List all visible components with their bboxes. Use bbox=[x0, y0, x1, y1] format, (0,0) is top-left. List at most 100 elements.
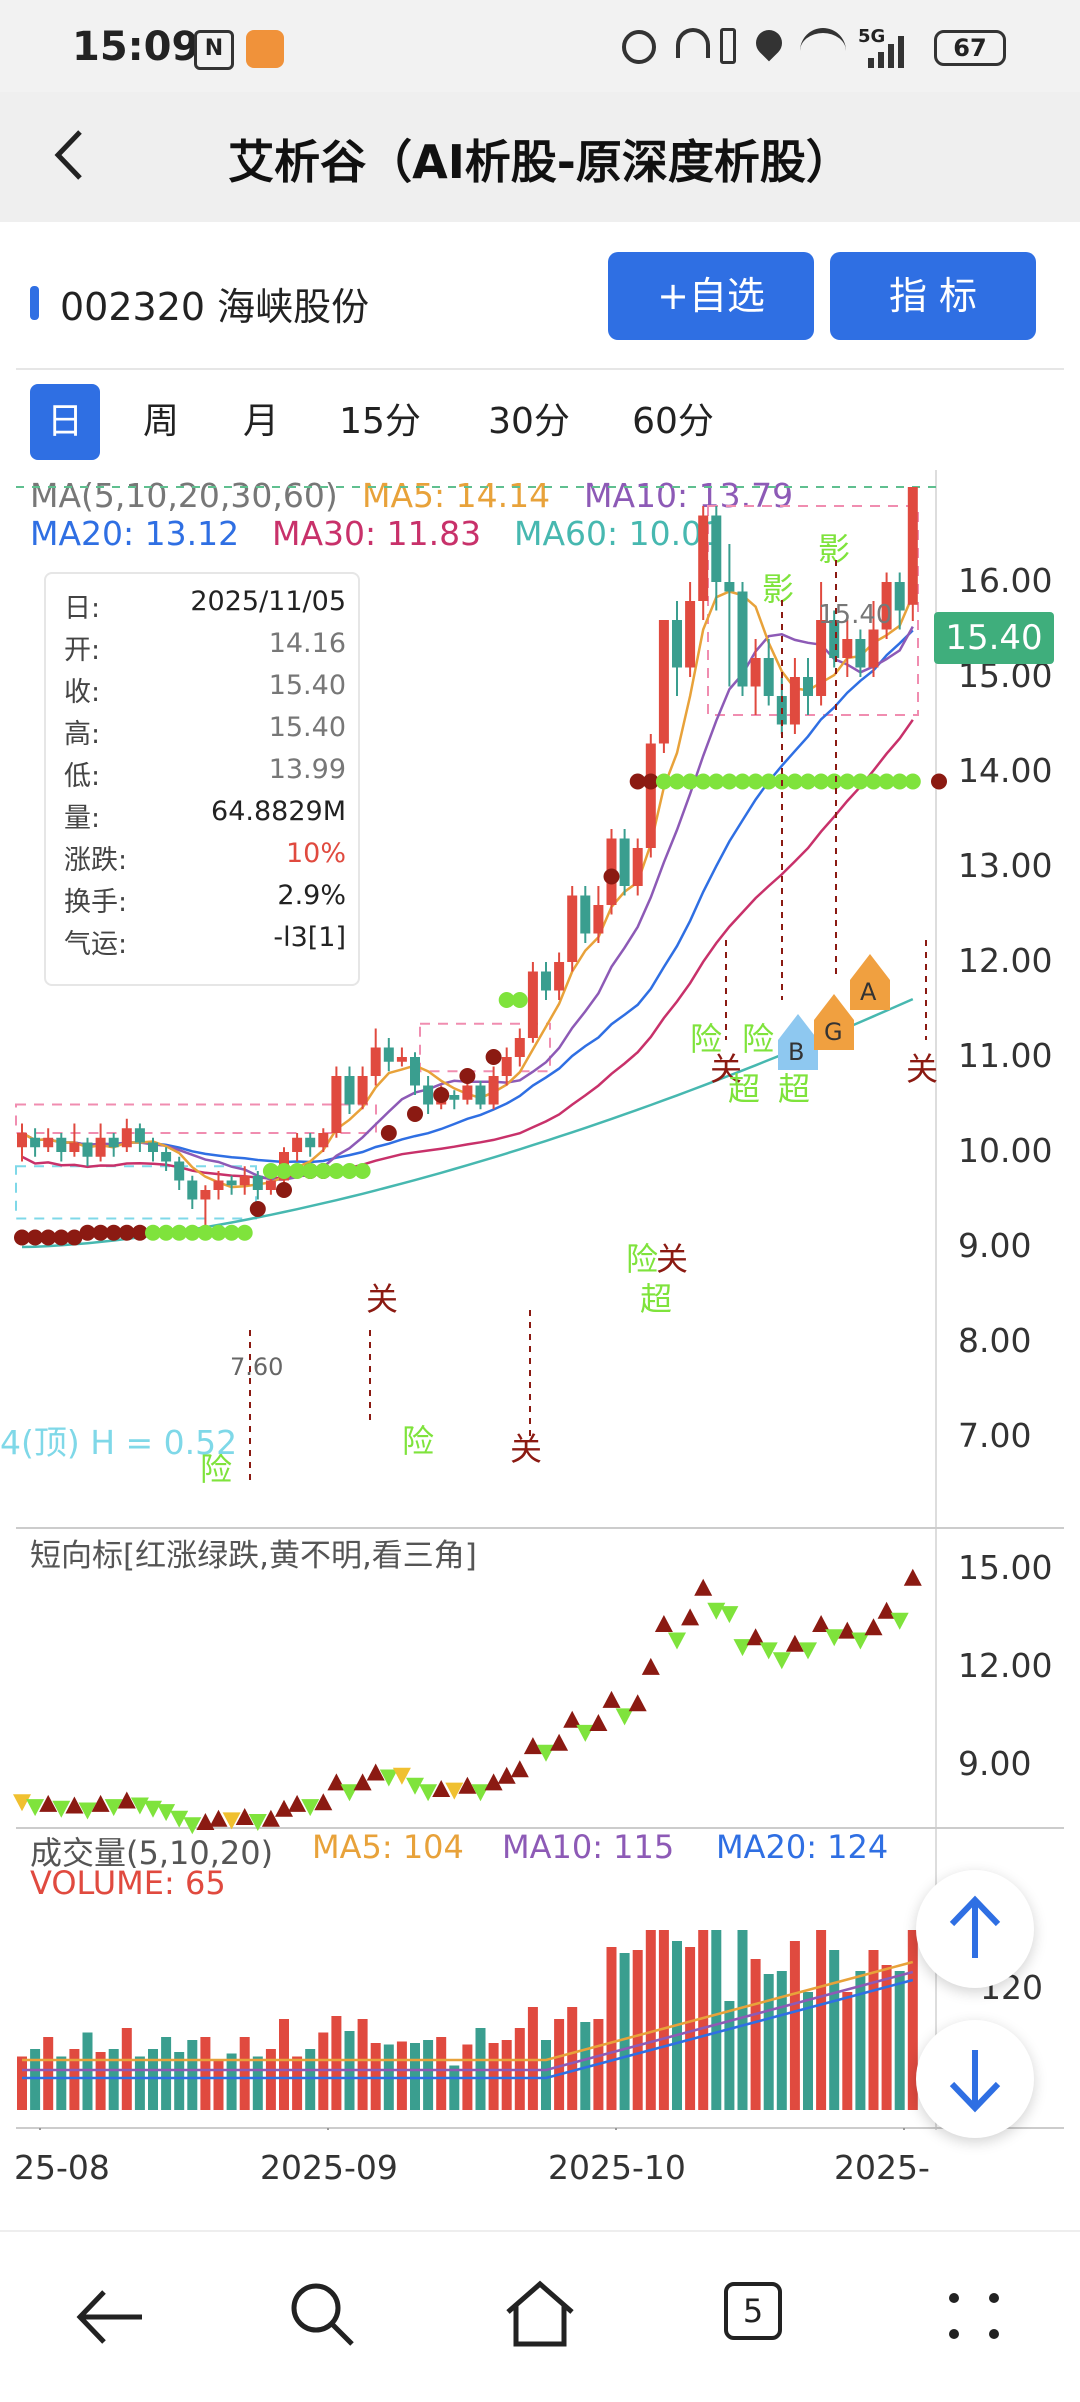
candle-body bbox=[514, 1038, 525, 1057]
signal-dot-red bbox=[603, 868, 620, 885]
tab-15min[interactable]: 15分 bbox=[339, 401, 421, 442]
volume-bar bbox=[95, 2052, 106, 2110]
volume-bar bbox=[658, 1930, 669, 2110]
short-triangle-up bbox=[641, 1657, 660, 1675]
volume-bar bbox=[43, 2037, 54, 2110]
short-triangle-down bbox=[419, 1784, 438, 1802]
candle-body bbox=[462, 1085, 473, 1100]
short-triangle-up bbox=[261, 1809, 280, 1827]
chao-label: 超 bbox=[728, 1070, 760, 1108]
volume-bar bbox=[907, 1930, 918, 2110]
last-price-value: 15.40 bbox=[945, 618, 1043, 658]
volume-bar bbox=[881, 1965, 892, 2110]
signal-dot-green bbox=[498, 992, 515, 1008]
price-tick: 12.00 bbox=[958, 941, 1053, 980]
signal-dot-green bbox=[826, 773, 843, 790]
short-triangle-up bbox=[327, 1773, 346, 1791]
signal-dot-green bbox=[354, 1163, 371, 1179]
g-marker bbox=[814, 994, 854, 1050]
app-badge-icon bbox=[246, 30, 284, 68]
candle-body bbox=[148, 1142, 158, 1152]
signal-dot-red bbox=[66, 1229, 83, 1246]
signal-dot-red bbox=[79, 1224, 96, 1241]
tab-60min[interactable]: 60分 bbox=[632, 401, 714, 442]
xian-label: 险 bbox=[200, 1450, 232, 1488]
tab-week[interactable]: 周 bbox=[142, 401, 179, 442]
signal-dot-green bbox=[145, 1224, 161, 1241]
xian-label: 险 bbox=[742, 1020, 774, 1058]
volume-bar bbox=[724, 2001, 735, 2110]
short-triangle-down bbox=[13, 1794, 31, 1812]
price-tick: 16.00 bbox=[958, 561, 1053, 600]
short-triangle-down bbox=[52, 1800, 71, 1818]
candle-body bbox=[567, 895, 578, 962]
short-triangle-down bbox=[825, 1629, 844, 1647]
signal-dot-red bbox=[433, 1087, 450, 1103]
candle-body bbox=[161, 1152, 172, 1162]
b-marker-label: B bbox=[788, 1038, 804, 1066]
volume-bar bbox=[567, 2007, 578, 2110]
signal-dot-green bbox=[682, 773, 699, 790]
tab-30min[interactable]: 30分 bbox=[488, 401, 570, 442]
volume-bar bbox=[685, 1947, 696, 2110]
home-icon[interactable] bbox=[500, 2276, 580, 2352]
candle-body bbox=[134, 1128, 145, 1143]
add-watchlist-button[interactable]: +自选 bbox=[608, 252, 814, 340]
candle-body bbox=[488, 1076, 499, 1105]
last-price-tag: 15.40 bbox=[934, 612, 1054, 664]
tab-day[interactable]: 日 bbox=[30, 384, 100, 460]
signal-dot-red bbox=[53, 1229, 70, 1246]
volume-bar bbox=[698, 1930, 709, 2110]
scroll-up-button[interactable] bbox=[916, 1870, 1034, 1988]
chevron-left-icon[interactable] bbox=[36, 120, 106, 190]
candle-body bbox=[632, 848, 643, 886]
info-row-change: 涨跌: 10% bbox=[64, 838, 346, 876]
short-triangle-up bbox=[602, 1690, 621, 1708]
volume-ma10-line bbox=[22, 1970, 914, 2072]
volume-bar bbox=[750, 1959, 761, 2110]
search-icon[interactable] bbox=[284, 2276, 360, 2352]
short-triangle-down bbox=[576, 1724, 595, 1742]
candle-body bbox=[265, 1180, 276, 1190]
tabs-count-button[interactable]: 5 bbox=[724, 2282, 782, 2340]
short-triangle-down bbox=[392, 1767, 411, 1785]
short-triangle-up bbox=[288, 1794, 307, 1812]
signal-dot-green bbox=[669, 773, 685, 790]
short-triangle-up bbox=[877, 1601, 896, 1619]
short-triangle-up bbox=[694, 1578, 713, 1596]
candle-body bbox=[750, 658, 761, 687]
short-triangle-up bbox=[563, 1710, 582, 1728]
candle-body bbox=[894, 582, 905, 611]
back-arrow-icon[interactable] bbox=[70, 2282, 150, 2352]
indicator-button[interactable]: 指 标 bbox=[830, 252, 1036, 340]
ying-label: 影 bbox=[762, 570, 794, 608]
candle-body bbox=[82, 1142, 93, 1157]
info-row-low: 低: 13.99 bbox=[64, 754, 346, 792]
candle-body bbox=[410, 1057, 420, 1086]
scroll-down-button[interactable] bbox=[916, 2020, 1034, 2138]
signal-dot-green bbox=[276, 1163, 292, 1179]
b-marker bbox=[778, 1014, 818, 1070]
tab-month[interactable]: 月 bbox=[242, 401, 279, 442]
info-row-open: 开: 14.16 bbox=[64, 628, 346, 666]
volume-bar bbox=[265, 2049, 276, 2110]
volume-bar bbox=[252, 2056, 263, 2110]
signal-dot-green bbox=[695, 773, 712, 790]
candle-body bbox=[763, 658, 774, 696]
short-triangle-up bbox=[589, 1714, 608, 1731]
short-panel-title: 短向标[红涨绿跌,黄不明,看三角] bbox=[30, 1538, 477, 1574]
signal-dot-red bbox=[105, 1224, 122, 1241]
candle-body bbox=[619, 838, 630, 886]
guan-label: 关 bbox=[656, 1240, 688, 1278]
status-time: 15:09 bbox=[72, 24, 200, 70]
candle-body bbox=[318, 1133, 329, 1148]
tabs-count: 5 bbox=[742, 2292, 764, 2330]
dots-menu-icon[interactable] bbox=[940, 2286, 1010, 2346]
arrow-down-icon bbox=[949, 2050, 1001, 2113]
candle-body bbox=[829, 620, 840, 658]
volume-bar bbox=[501, 2040, 512, 2110]
signal-dot-green bbox=[171, 1224, 188, 1241]
signal-dot-green bbox=[315, 1163, 332, 1179]
signal-dot-red bbox=[459, 1068, 476, 1084]
